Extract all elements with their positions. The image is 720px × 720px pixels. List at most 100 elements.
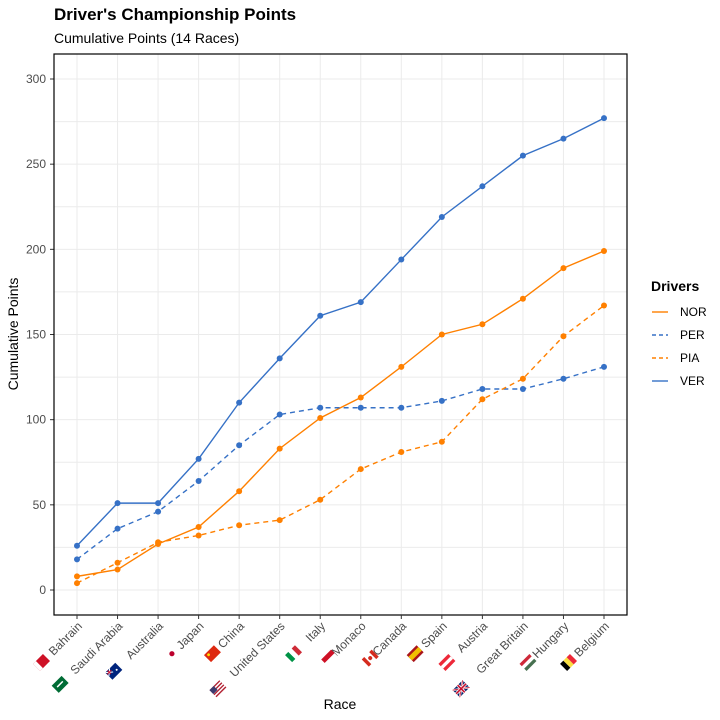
x-tick-label: Japan [174, 619, 207, 652]
data-point-per [398, 404, 405, 411]
data-point-pia [195, 532, 202, 539]
series-line-per [76, 366, 605, 560]
y-tick-label: 50 [33, 498, 47, 512]
series-points [74, 115, 607, 587]
data-point-per [317, 404, 324, 411]
data-point-ver [114, 500, 121, 507]
data-point-ver [317, 312, 324, 319]
x-tick-label: Austria [454, 619, 491, 656]
series-lines [76, 117, 605, 584]
data-point-pia [398, 449, 405, 456]
data-point-ver [74, 542, 80, 549]
data-point-per [560, 375, 567, 382]
x-tick-label: Bahrain [46, 619, 85, 658]
flag-canada-icon [361, 649, 379, 667]
legend: Drivers NOR PER PIA VER [651, 278, 707, 388]
data-point-per [74, 556, 80, 563]
data-point-ver [357, 299, 364, 306]
x-tick-great-britain: Great Britain [452, 619, 531, 698]
y-axis-title: Cumulative Points [5, 278, 21, 391]
data-point-per [479, 386, 486, 393]
data-point-nor [479, 321, 486, 328]
flag-united-states-icon [209, 680, 227, 698]
series-line-ver [76, 117, 605, 547]
y-tick-label: 300 [26, 72, 46, 86]
x-tick-united-states: United States [209, 619, 288, 698]
x-tick-monaco: Monaco [321, 619, 369, 667]
data-point-nor [519, 295, 526, 302]
x-tick-spain: Spain [406, 619, 450, 663]
data-point-pia [74, 580, 80, 587]
flag-monaco-icon [321, 649, 339, 667]
data-point-per [276, 411, 283, 418]
data-point-nor [357, 394, 364, 401]
data-point-ver [601, 115, 607, 122]
x-axis-title: Race [324, 696, 357, 712]
flag-belgium-icon [560, 653, 578, 671]
x-tick-label: Belgium [571, 619, 612, 660]
x-tick-italy: Italy [285, 619, 328, 663]
x-tick-saudi-arabia: Saudi Arabia [51, 619, 126, 693]
data-point-ver [398, 256, 405, 263]
data-point-per [195, 477, 202, 484]
x-tick-japan: Japan [163, 619, 207, 663]
data-point-pia [438, 438, 445, 445]
x-tick-label: Hungary [529, 619, 571, 661]
data-point-pia [276, 517, 283, 524]
data-point-ver [155, 500, 162, 507]
data-point-ver [438, 213, 445, 220]
flag-bahrain-icon [33, 653, 51, 671]
data-point-nor [317, 414, 324, 421]
chart-title: Driver's Championship Points [54, 5, 296, 24]
y-tick-label: 150 [26, 328, 46, 342]
data-point-pia [317, 496, 324, 503]
flag-saudi-arabia-icon [51, 675, 69, 693]
data-point-nor [438, 331, 445, 338]
data-point-nor [398, 363, 405, 370]
data-point-pia [357, 466, 364, 473]
data-point-pia [560, 333, 567, 340]
flag-italy-icon [285, 645, 303, 663]
data-point-ver [560, 135, 567, 142]
data-point-per [357, 404, 364, 411]
data-point-ver [276, 355, 283, 362]
data-point-nor [114, 566, 121, 573]
data-point-per [114, 525, 121, 532]
data-point-nor [236, 488, 243, 495]
data-point-nor [560, 265, 567, 272]
data-point-nor [276, 445, 283, 452]
plot-border [53, 53, 628, 616]
data-point-pia [114, 559, 121, 566]
chart-subtitle: Cumulative Points (14 Races) [54, 30, 239, 46]
data-point-nor [74, 573, 80, 580]
data-point-pia [519, 375, 526, 382]
data-point-ver [479, 183, 486, 190]
flag-japan-icon [163, 645, 181, 663]
flag-china-icon [203, 645, 221, 663]
data-point-ver [236, 399, 243, 406]
data-point-ver [519, 152, 526, 159]
legend-label-pia: PIA [680, 351, 699, 365]
grid-lines [54, 54, 627, 615]
y-tick-label: 0 [39, 583, 46, 597]
data-point-per [601, 363, 607, 370]
flag-austria-icon [438, 653, 456, 671]
data-point-per [236, 442, 243, 449]
data-point-pia [155, 539, 162, 546]
legend-label-ver: VER [680, 374, 705, 388]
flag-hungary-icon [519, 653, 537, 671]
x-tick-label: China [215, 619, 247, 651]
data-point-pia [236, 522, 243, 529]
x-tick-label: Canada [370, 619, 410, 659]
y-tick-label: 200 [26, 242, 46, 256]
x-tick-label: Australia [123, 619, 166, 662]
x-tick-canada: Canada [361, 619, 410, 667]
legend-title: Drivers [651, 278, 699, 294]
legend-label-per: PER [680, 328, 705, 342]
x-tick-label: Italy [303, 619, 328, 644]
data-point-per [519, 386, 526, 393]
y-tick-label: 250 [26, 157, 46, 171]
y-axis-ticks: 0 50 100 150 200 250 300 [26, 72, 54, 597]
